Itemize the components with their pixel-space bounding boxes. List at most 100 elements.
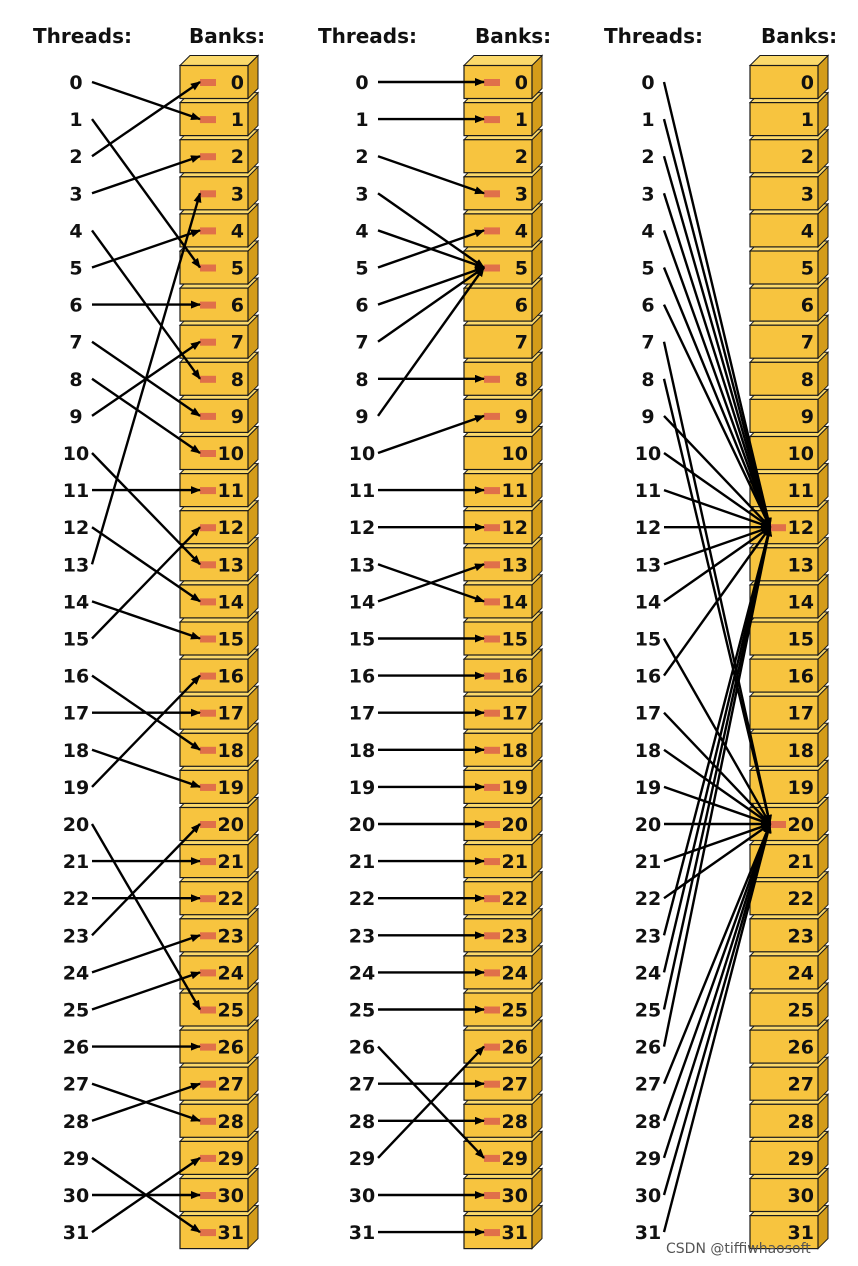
bank-label: 20: [218, 814, 244, 836]
thread-11-to-bank-12-arrow: [663, 488, 771, 529]
bank-label: 25: [788, 1000, 814, 1022]
thread-29-to-bank-26-arrow: [377, 1045, 485, 1159]
bank-label: 4: [801, 220, 814, 242]
bank-label: 31: [788, 1222, 814, 1244]
bank-label: 19: [788, 777, 814, 799]
thread-16-to-bank-12-arrow: [663, 526, 771, 677]
bank-marker: [200, 895, 216, 903]
bank-label: 21: [788, 851, 814, 873]
thread-label: 6: [355, 295, 368, 317]
bank-label: 19: [218, 777, 244, 799]
bank-top: [748, 55, 830, 66]
bank-face: [749, 139, 819, 174]
bank-label: 22: [502, 888, 528, 910]
thread-label: 29: [63, 1148, 89, 1170]
thread-5-to-bank-4-arrow: [377, 229, 485, 269]
thread-9-to-bank-5-arrow: [377, 266, 485, 417]
bank-marker: [484, 116, 500, 124]
bank-marker: [200, 709, 216, 717]
bank-marker: [200, 153, 216, 161]
bank-label: 30: [788, 1185, 814, 1207]
bank-marker: [484, 783, 500, 791]
thread-label: 14: [635, 591, 661, 613]
bank-label: 9: [515, 406, 528, 428]
thread-0-to-bank-1-arrow: [91, 80, 201, 121]
thread-label: 20: [635, 814, 661, 836]
bank-face: [749, 64, 819, 100]
bank-label: 20: [788, 814, 814, 836]
bank-face: [749, 1066, 819, 1101]
bank-marker: [484, 487, 500, 495]
thread-label: 26: [349, 1037, 375, 1059]
bank-label: 23: [788, 925, 814, 947]
bank-label: 23: [502, 925, 528, 947]
bank-7: 7: [178, 313, 260, 360]
bank-marker: [200, 264, 216, 272]
thread-label: 1: [69, 109, 82, 131]
bank-label: 11: [502, 480, 528, 502]
thread-label: 18: [635, 740, 661, 762]
thread-label: 5: [69, 258, 82, 280]
thread-label: 9: [641, 406, 654, 428]
thread-label: 20: [349, 814, 375, 836]
thread-label: 27: [63, 1074, 89, 1096]
thread-18-to-bank-19-arrow: [91, 748, 201, 789]
thread-21-to-bank-20-arrow: [663, 822, 771, 863]
thread-25-to-bank-24-arrow: [91, 971, 201, 1011]
thread-label: 17: [349, 703, 375, 725]
bank-label: 1: [801, 109, 814, 131]
bank-face: [749, 584, 819, 619]
bank-label: 8: [231, 369, 244, 391]
bank-17: 17: [748, 684, 830, 731]
bank-label: 19: [502, 777, 528, 799]
bank-label: 24: [218, 962, 244, 984]
bank-face: [463, 139, 533, 174]
bank-marker: [484, 375, 500, 383]
bank-face: [749, 176, 819, 211]
bank-marker: [200, 190, 216, 198]
thread-label: 26: [635, 1037, 661, 1059]
thread-label: 7: [69, 332, 82, 354]
watermark: CSDN @tiffiwhaosoft: [666, 1241, 811, 1257]
bank-marker: [200, 1043, 216, 1051]
bank-label: 25: [218, 1000, 244, 1022]
thread-2-to-bank-0-arrow: [91, 81, 201, 158]
thread-label: 13: [635, 554, 661, 576]
thread-label: 28: [349, 1111, 375, 1133]
bank-label: 24: [502, 962, 528, 984]
thread-5-to-bank-4-arrow: [91, 229, 201, 269]
bank-label: 28: [788, 1111, 814, 1133]
bank-label: 29: [502, 1148, 528, 1170]
bank-label: 30: [502, 1185, 528, 1207]
thread-9-to-bank-12-arrow: [663, 415, 771, 529]
thread-31-to-bank-29-arrow: [91, 1156, 201, 1234]
thread-label: 5: [355, 258, 368, 280]
panel-3: Threads: Banks:31302928272625242322212019…: [604, 24, 837, 1250]
bank-marker: [200, 1117, 216, 1125]
thread-label: 28: [635, 1111, 661, 1133]
bank-marker: [200, 561, 216, 569]
bank-label: 24: [788, 962, 814, 984]
thread-label: 7: [355, 332, 368, 354]
thread-label: 22: [349, 888, 375, 910]
thread-label: 4: [641, 220, 654, 242]
bank-30: 30: [748, 1167, 830, 1213]
thread-label: 13: [349, 554, 375, 576]
banks-header: Banks:: [475, 24, 551, 48]
bank-label: 30: [218, 1185, 244, 1207]
thread-label: 2: [355, 146, 368, 168]
bank-face: [463, 324, 533, 359]
bank-label: 10: [502, 443, 528, 465]
bank-label: 6: [515, 295, 528, 317]
thread-label: 19: [63, 777, 89, 799]
thread-label: 2: [641, 146, 654, 168]
bank-marker: [484, 1192, 500, 1199]
thread-26-to-bank-12-arrow: [662, 526, 773, 1047]
thread-23-to-bank-20-arrow: [91, 823, 201, 937]
thread-19-to-bank-16-arrow: [91, 674, 201, 788]
bank-0: 0: [462, 54, 544, 100]
bank-label: 22: [218, 888, 244, 910]
bank-label: 16: [218, 666, 244, 688]
thread-28-to-bank-27-arrow: [91, 1082, 201, 1122]
bank-label: 5: [801, 258, 814, 280]
